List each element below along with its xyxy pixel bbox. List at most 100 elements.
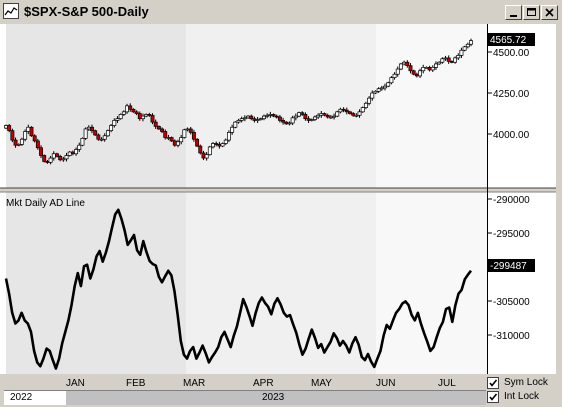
checkmark-icon — [489, 379, 498, 387]
candle-body — [246, 115, 251, 119]
candle-body — [316, 114, 321, 118]
candle-body — [430, 67, 435, 71]
candle-body — [440, 58, 445, 63]
candle-body — [32, 135, 37, 142]
candle-body — [90, 126, 94, 132]
candle-body — [341, 108, 346, 111]
month-label-jul: JUL — [438, 378, 456, 389]
candle-body — [398, 63, 403, 70]
candle-body — [55, 153, 59, 157]
int-lock-checkbox[interactable] — [487, 391, 499, 403]
int-lock-label: Int Lock — [504, 391, 540, 402]
candle-body — [99, 138, 104, 141]
candle-body — [86, 126, 91, 130]
candle-body — [226, 132, 231, 141]
candle-body — [172, 140, 177, 146]
candle-body — [70, 151, 75, 155]
candle-body — [348, 111, 352, 114]
candle-body — [191, 132, 196, 140]
ad-tick-label: -310000 — [493, 331, 530, 342]
candle-body — [26, 126, 31, 132]
candle-body — [112, 120, 117, 126]
maximize-button[interactable] — [523, 5, 540, 20]
checkmark-icon — [489, 393, 498, 401]
candle-body — [169, 137, 174, 142]
candle-body — [402, 61, 407, 65]
candle-body — [141, 115, 145, 120]
candle-body — [23, 131, 28, 140]
candle-body — [64, 155, 69, 160]
candle-body — [376, 88, 381, 92]
ad-tick-label: -295000 — [493, 229, 530, 240]
panel-separator — [0, 188, 562, 192]
candle-body — [395, 68, 400, 75]
month-label-jan: JAN — [66, 378, 85, 389]
candle-body — [252, 118, 257, 121]
candle-body — [233, 121, 238, 128]
candle-body — [121, 111, 126, 115]
candle-body — [424, 67, 429, 69]
candle-body — [93, 130, 98, 136]
candle-body — [297, 112, 301, 117]
candle-body — [230, 126, 235, 133]
candle-body — [469, 40, 473, 45]
candle-body — [300, 112, 305, 115]
candle-body — [306, 118, 311, 121]
candle-body — [153, 121, 158, 127]
candle-body — [271, 114, 276, 117]
candle-body — [335, 111, 340, 117]
candle-body — [156, 126, 161, 130]
candle-body — [144, 114, 149, 117]
candle-body — [185, 128, 190, 131]
candle-body — [449, 61, 454, 63]
candle-body — [13, 139, 18, 146]
candle-body — [389, 77, 394, 84]
candle-body — [386, 82, 391, 87]
candle-body — [265, 114, 270, 117]
chart-svg: 4500.00 4250.00 4000.00 4565.72 Mkt Dail… — [0, 24, 562, 374]
candle-body — [242, 117, 247, 120]
candle-body — [309, 119, 314, 121]
candle-body — [137, 113, 142, 120]
year-label-2022: 2022 — [10, 392, 33, 403]
candle-body — [367, 97, 372, 104]
candle-body — [214, 143, 219, 145]
sym-lock-checkbox[interactable] — [487, 377, 499, 389]
candle-body — [446, 57, 451, 62]
year-band-2023: 2023 — [66, 390, 486, 405]
price-tick-label: 4250.00 — [493, 89, 530, 100]
price-tick-label: 4000.00 — [493, 130, 530, 141]
candle-body — [408, 65, 413, 72]
candle-body — [35, 140, 40, 149]
year-label-2023: 2023 — [262, 392, 285, 403]
window-title: $SPX-S&P 500-Daily — [24, 4, 149, 19]
candle-body — [128, 105, 133, 110]
candle-body — [134, 111, 139, 114]
candle-body — [328, 116, 333, 119]
candle-body — [322, 113, 327, 116]
candle-body — [188, 128, 193, 133]
month-label-feb: FEB — [126, 378, 146, 389]
candle-body — [147, 114, 152, 116]
candle-body — [363, 102, 368, 108]
candle-body — [443, 57, 448, 60]
ad-series-line — [4, 208, 473, 370]
candle-body — [344, 109, 349, 113]
close-icon — [545, 8, 554, 17]
candle-body — [456, 55, 461, 59]
candle-body — [357, 111, 362, 116]
minimize-button[interactable] — [505, 5, 522, 20]
ad-current-value: -299487 — [490, 261, 527, 272]
candle-body — [211, 143, 215, 148]
candle-body — [287, 122, 292, 125]
month-label-may: MAY — [311, 378, 332, 389]
candle-body — [418, 70, 422, 77]
chart-app-icon — [3, 3, 19, 19]
sym-lock-label: Sym Lock — [504, 377, 548, 388]
shade-region-2 — [186, 24, 376, 374]
candle-body — [379, 87, 384, 90]
close-button[interactable] — [541, 5, 558, 20]
candle-body — [373, 90, 378, 94]
candle-body — [125, 105, 129, 113]
candle-body — [239, 118, 244, 121]
